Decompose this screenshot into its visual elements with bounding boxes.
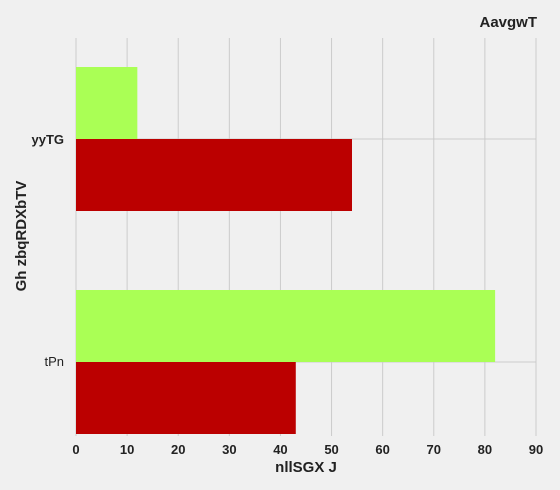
bar-yyTG-series-1	[76, 67, 138, 139]
y-axis-title: Gh zbqRDXbTV	[13, 181, 30, 292]
x-tick-label-4: 40	[273, 442, 287, 457]
bar-tPn-series-1	[76, 290, 496, 362]
x-tick-label-0: 0	[72, 442, 79, 457]
y-category-labels: yyTG tPn	[31, 132, 64, 369]
x-tick-label-7: 70	[427, 442, 441, 457]
bar-yyTG-series-2	[76, 139, 352, 211]
x-tick-labels: 0 10 20 30 40 50 60 70 80 90	[72, 442, 543, 457]
x-tick-label-5: 50	[324, 442, 338, 457]
x-tick-label-3: 30	[222, 442, 236, 457]
x-axis-title: nllSGX J	[275, 459, 337, 476]
x-tick-label-8: 80	[478, 442, 492, 457]
x-tick-label-1: 10	[120, 442, 134, 457]
bars	[76, 67, 496, 434]
bar-tPn-series-2	[76, 362, 296, 434]
category-label-tPn: tPn	[44, 354, 64, 369]
x-tick-label-2: 20	[171, 442, 185, 457]
chart-title: AavgwT	[479, 14, 537, 31]
x-tick-label-6: 60	[375, 442, 389, 457]
category-label-yyTG: yyTG	[31, 132, 64, 147]
x-tick-label-9: 90	[529, 442, 543, 457]
